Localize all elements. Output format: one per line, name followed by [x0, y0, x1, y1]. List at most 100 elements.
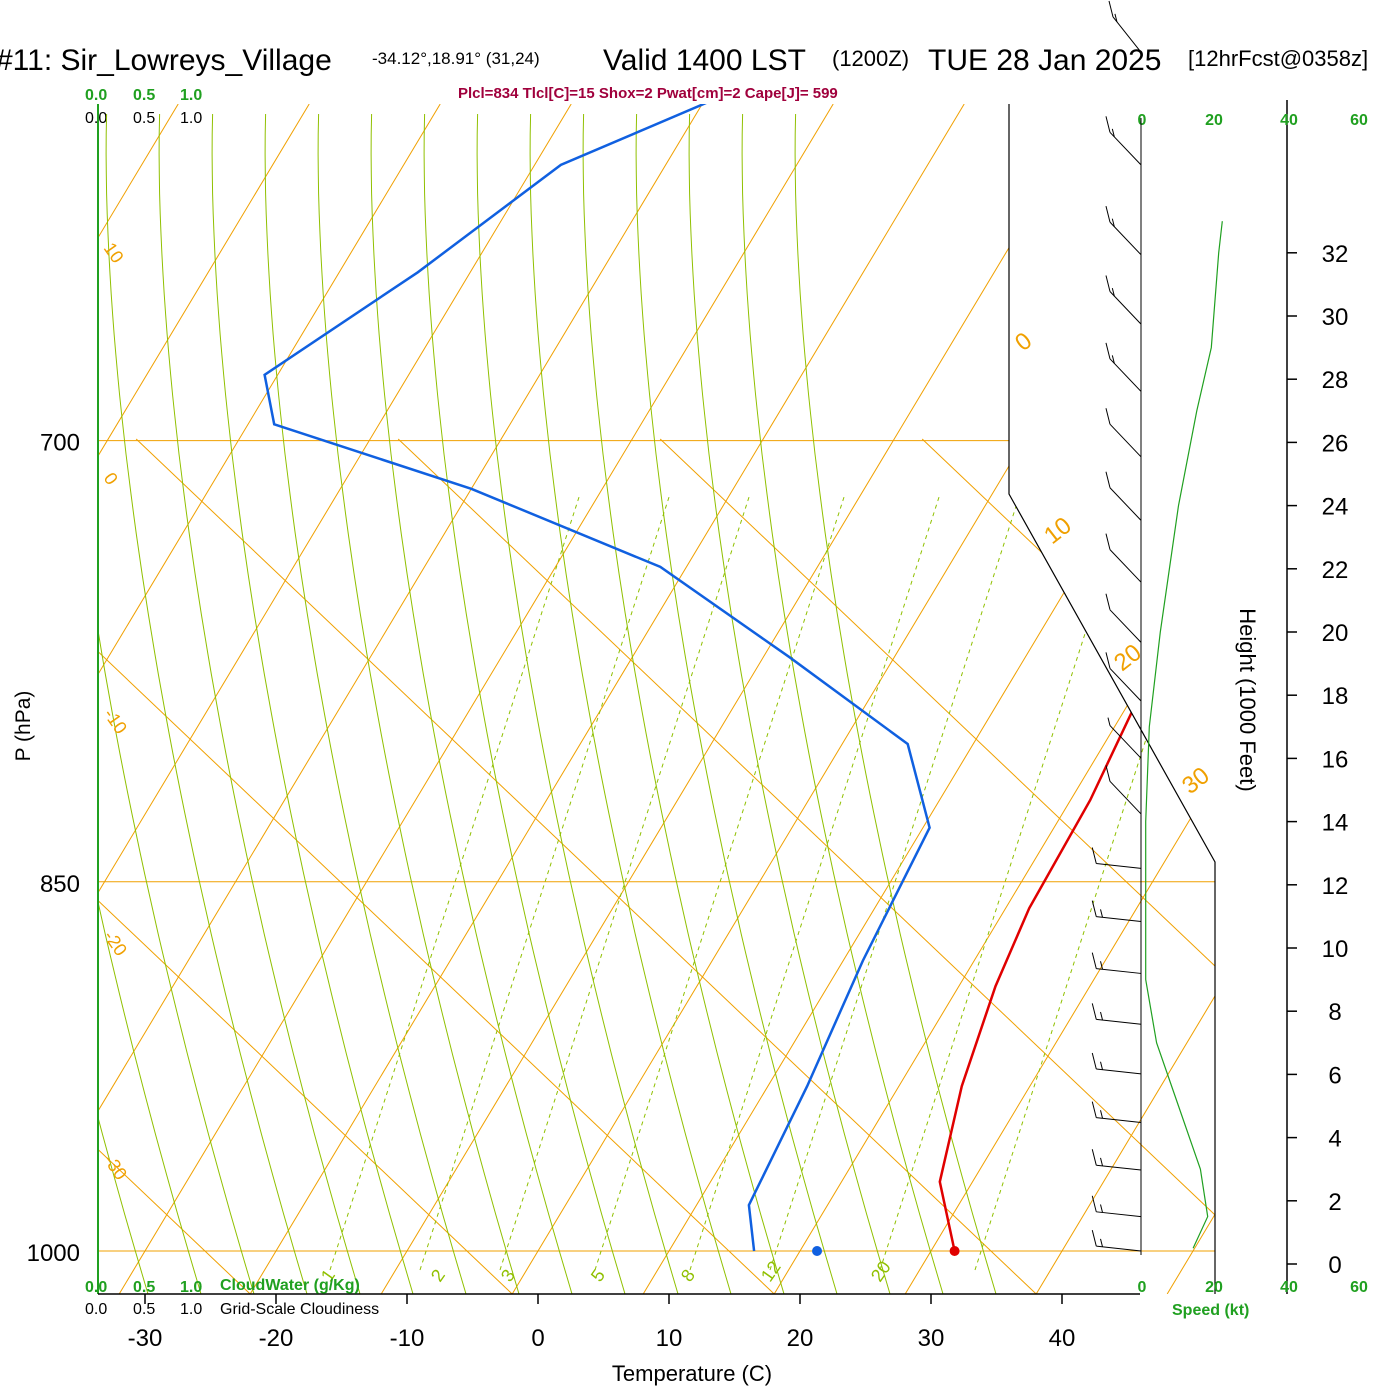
plot-frame: [97, 104, 1216, 1295]
wind-barb: [1105, 652, 1142, 702]
wind-barb: [1105, 116, 1142, 166]
cloudiness-tick: 0.0: [85, 1301, 107, 1318]
wind-barb-half-feather: [1111, 287, 1115, 297]
moist-adiabat-line: [635, 113, 838, 1294]
wind-barb: [1105, 342, 1142, 392]
wind-barb-shaft: [1109, 221, 1142, 256]
speed-tick-label-bottom: 20: [1205, 1279, 1223, 1296]
cloudwater-tick: 1.0: [180, 1279, 202, 1296]
moist-adiabat-line: [688, 113, 891, 1294]
wind-barb-feather: [1091, 900, 1097, 917]
pressure-tick-label: 700: [40, 430, 80, 457]
height-tick-label: 22: [1322, 557, 1349, 584]
wind-barb: [1105, 533, 1142, 583]
wind-barb-shaft: [1109, 609, 1142, 643]
isotherm-line: [380, 104, 1096, 1294]
wind-barb-feather: [1105, 408, 1111, 425]
wind-barb-feather: [1091, 1052, 1097, 1070]
wind-barb: [1091, 1149, 1142, 1171]
cloudiness-label: Grid-Scale Cloudiness: [220, 1301, 379, 1318]
moist-adiabat-line: [158, 113, 361, 1294]
dry-adiabat-line: [397, 438, 1215, 1294]
wind-barb-shaft: [1109, 549, 1142, 583]
wind-barb: [1105, 765, 1142, 815]
wind-barb-shaft: [1096, 1018, 1142, 1025]
wind-barb-feather: [1105, 652, 1111, 669]
cloudwater-tick: 0.0: [85, 1279, 107, 1296]
mixing-ratio-label: 8: [677, 1266, 699, 1286]
moist-adiabat-line: [794, 113, 997, 1294]
moist-adiabat-line: [211, 113, 414, 1294]
wind-barb-shaft: [1109, 423, 1142, 458]
isotherm-label: 0: [1010, 327, 1037, 357]
wind-barb: [1091, 900, 1142, 922]
wind-barb-half-feather: [1100, 1157, 1104, 1167]
wind-speed-line: [1145, 221, 1223, 1249]
wind-barb: [1091, 847, 1142, 869]
temperature-tick-label: 40: [1049, 1325, 1076, 1352]
isotherm-line: [1035, 104, 1215, 1294]
valid-time: Valid 1400 LST: [603, 44, 806, 77]
height-tick-label: 4: [1328, 1126, 1341, 1153]
cloudiness-tick: 0.5: [133, 110, 155, 127]
cloudwater-tick: 1.0: [180, 87, 202, 104]
wind-barb-feather: [1091, 1149, 1097, 1166]
temperature-tick-label: -20: [259, 1325, 294, 1352]
wind-barb-feather: [1105, 533, 1111, 550]
isotherm-label: 10: [1039, 512, 1077, 550]
height-tick-label: 24: [1322, 494, 1349, 521]
isotherm-line: [98, 104, 572, 1294]
moist-adiabat-line: [264, 113, 467, 1294]
height-tick-label: 26: [1322, 430, 1349, 457]
wind-barb-half-feather: [1111, 355, 1115, 364]
dry-adiabat-line: [98, 438, 775, 1294]
wind-barb-half-feather: [1107, 717, 1111, 726]
station-coords: -34.12°,18.91° (31,24): [372, 49, 540, 68]
station-title: #11: Sir_Lowreys_Village: [0, 44, 332, 77]
wind-barb-shaft: [1109, 725, 1142, 759]
isotherm-label: 30: [1177, 762, 1215, 800]
wind-barb-feather: [1091, 1101, 1097, 1118]
isotherm-line: [511, 104, 1215, 1294]
indices-line: Plcl=834 Tlcl[C]=15 Shox=2 Pwat[cm]=2 Ca…: [458, 85, 838, 102]
height-tick-label: 8: [1328, 999, 1341, 1026]
dry-adiabat-line: [659, 438, 1215, 1294]
cloudiness-scale-top: 0.0 0.5 1.0: [85, 110, 202, 127]
wind-barb-half-feather: [1100, 1011, 1104, 1021]
wind-barb-shaft: [1109, 780, 1142, 815]
height-tick-label: 0: [1328, 1252, 1341, 1279]
wind-barb-half-feather: [1100, 1061, 1104, 1070]
cloudiness-scale-bottom: 0.0 0.5 1.0 Grid-Scale Cloudiness: [85, 1301, 379, 1318]
wind-barb: [1105, 206, 1142, 256]
wind-barb: [1108, 0, 1142, 53]
height-tick-label: 2: [1328, 1189, 1341, 1216]
speed-tick-label-top: 40: [1280, 112, 1298, 129]
speed-tick-label-bottom: 60: [1350, 1279, 1368, 1296]
wind-barb-feather: [1091, 1195, 1097, 1212]
temperature-tick-label: 10: [656, 1325, 683, 1352]
temperature-tick-label: -10: [390, 1325, 425, 1352]
wind-barb-shaft: [1109, 668, 1142, 702]
forecast-info: [12hrFcst@0358z]: [1188, 46, 1368, 71]
height-tick-label: 32: [1322, 241, 1349, 268]
cloudwater-tick: 0.5: [133, 1279, 155, 1296]
x-axis-label: Temperature (C): [612, 1361, 772, 1386]
cloudiness-tick: 1.0: [180, 110, 202, 127]
wind-barb-feather: [1105, 593, 1111, 610]
wind-barb-feather: [1091, 952, 1097, 969]
mixing-ratio-label: 2: [427, 1266, 449, 1286]
cloudwater-scale-top: 0.0 0.5 1.0: [85, 87, 202, 104]
wind-barb-half-feather: [1111, 128, 1115, 137]
wind-barb-half-feather: [1100, 1238, 1104, 1247]
moist-adiabat-line: [741, 113, 944, 1294]
height-tick-label: 10: [1322, 936, 1349, 963]
isotherm-line: [249, 104, 965, 1294]
moist-adiabat-line: [529, 113, 732, 1294]
wind-barb-feather: [1105, 471, 1111, 488]
wind-barb-half-feather: [1100, 961, 1104, 970]
wind-barb-shaft: [1096, 968, 1142, 974]
speed-tick-label-bottom: 40: [1280, 1279, 1298, 1296]
wind-barb-shaft: [1109, 487, 1142, 521]
wind-barb-feather: [1105, 206, 1111, 223]
